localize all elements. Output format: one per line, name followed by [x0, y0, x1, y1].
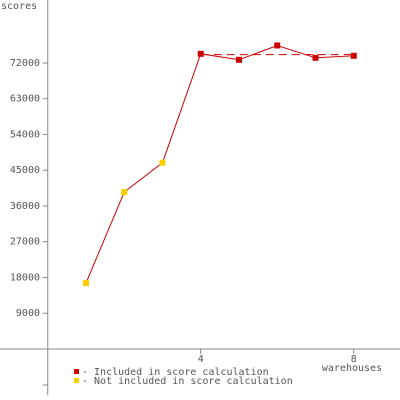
- data-point: [236, 56, 242, 63]
- legend-label: - Not included in score calculation: [82, 376, 293, 387]
- legend-label: - Included in score calculation: [82, 367, 269, 378]
- y-tick-label: 27000: [10, 237, 40, 248]
- y-axis-label: scores: [1, 1, 37, 12]
- y-tick-label: 9000: [16, 308, 40, 319]
- data-point: [274, 42, 281, 49]
- y-tick-label: 72000: [10, 58, 40, 69]
- x-tick-label: 4: [198, 354, 204, 365]
- data-point: [159, 159, 166, 166]
- data-point: [121, 189, 128, 196]
- y-tick-label: 54000: [10, 129, 40, 140]
- y-tick-label: 36000: [10, 201, 40, 212]
- x-axis-label: warehouses: [322, 363, 382, 374]
- data-line: [85, 44, 354, 284]
- data-point: [83, 280, 89, 287]
- x-tick-label: 8: [351, 354, 357, 365]
- y-tick-label: 63000: [10, 94, 40, 105]
- legend-marker: [74, 378, 79, 383]
- data-point: [350, 52, 357, 59]
- data-point: [197, 50, 204, 57]
- data-point: [312, 54, 319, 61]
- y-tick-label: 45000: [10, 165, 40, 176]
- y-tick-label: 18000: [10, 272, 40, 283]
- legend-marker: [74, 369, 79, 374]
